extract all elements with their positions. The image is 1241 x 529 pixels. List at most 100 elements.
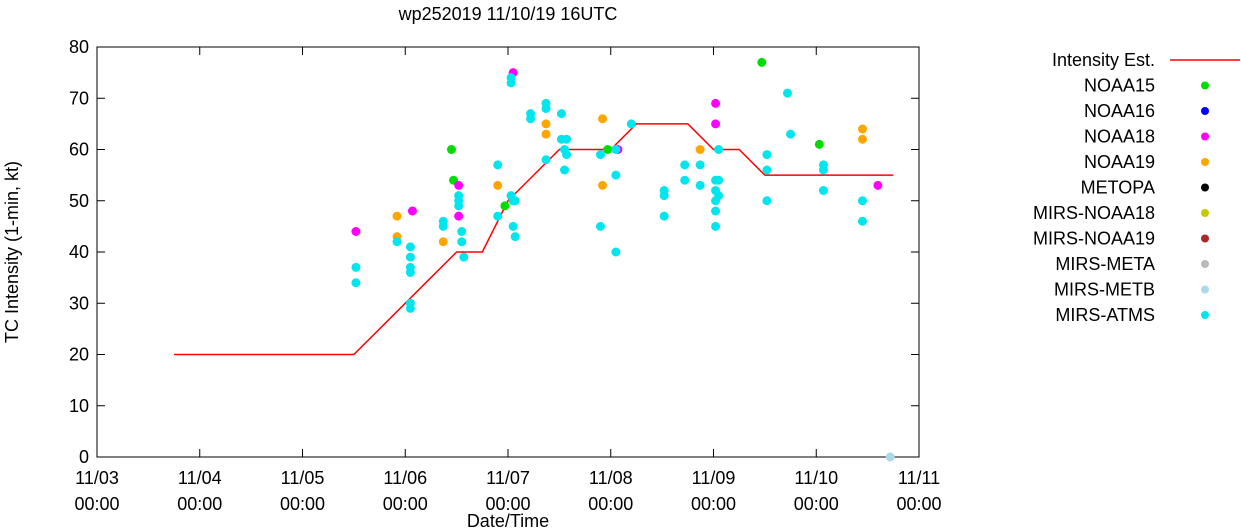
- x-tick-time-label: 00:00: [280, 494, 325, 514]
- legend: Intensity Est. NOAA15 NOAA16 NOAA18 NOAA19 ME…: [1033, 50, 1240, 325]
- x-tick-time-label: 00:00: [177, 494, 222, 514]
- data-point-mirs-atms: [611, 247, 621, 257]
- x-axis-label: Date/Time: [467, 511, 549, 529]
- data-point-mirs-atms: [351, 278, 361, 288]
- data-point-noaa19: [493, 180, 503, 190]
- data-point-mirs-atms: [506, 78, 516, 88]
- legend-label-mirs-atms: MIRS-ATMS: [1055, 305, 1155, 325]
- data-point-noaa18: [407, 206, 417, 216]
- data-point-mirs-atms: [457, 237, 467, 247]
- legend-label-metopa: METOPA: [1081, 178, 1155, 198]
- data-point-mirs-atms: [562, 150, 572, 160]
- legend-label-noaa15: NOAA15: [1084, 76, 1155, 96]
- data-point-noaa19: [598, 180, 608, 190]
- data-point-mirs-atms: [695, 180, 705, 190]
- y-tick-label: 50: [69, 191, 89, 211]
- x-tick-time-label: 00:00: [794, 494, 839, 514]
- data-point-mirs-atms: [454, 201, 464, 211]
- data-point-mirs-atms: [405, 252, 415, 262]
- data-point-noaa19: [598, 114, 608, 124]
- plot-area: [96, 46, 920, 458]
- legend-swatch-noaa19: [1201, 158, 1209, 166]
- data-point-mirs-atms: [392, 237, 402, 247]
- data-point-noaa15: [446, 145, 456, 154]
- x-tick-time-label: 00:00: [383, 494, 428, 514]
- legend-label-mirs-meta: MIRS-META: [1055, 254, 1155, 274]
- x-tick-time-label: 00:00: [74, 494, 119, 514]
- data-point-mirs-atms: [541, 104, 551, 113]
- data-point-mirs-atms: [405, 268, 415, 277]
- plot-border: [96, 46, 920, 458]
- data-point-noaa18: [454, 211, 464, 221]
- x-tick-date-label: 11/07: [486, 468, 530, 488]
- data-point-mirs-atms: [762, 150, 772, 160]
- y-tick-label: 70: [69, 88, 89, 108]
- data-point-noaa15: [500, 201, 510, 211]
- data-point-mirs-atms: [508, 221, 518, 231]
- legend-swatch-mirs-noaa18: [1201, 209, 1209, 217]
- data-point-mirs-atms: [493, 160, 503, 170]
- legend-swatch-noaa16: [1201, 107, 1209, 115]
- data-point-mirs-atms: [786, 129, 796, 139]
- legend-label-mirs-metb: MIRS-METB: [1054, 280, 1155, 300]
- y-tick-label: 20: [69, 345, 89, 365]
- legend-swatch-noaa18: [1201, 132, 1209, 141]
- data-point-mirs-atms: [762, 196, 772, 206]
- data-point-mirs-atms: [595, 150, 605, 160]
- data-point-noaa15: [603, 145, 613, 154]
- data-point-mirs-atms: [611, 170, 621, 180]
- data-point-mirs-atms: [659, 191, 669, 201]
- data-point-mirs-atms: [405, 242, 415, 252]
- data-point-mirs-atms: [556, 109, 566, 119]
- y-axis-label: TC Intensity (1-min, kt): [2, 161, 22, 343]
- legend-swatch-mirs-meta: [1201, 260, 1209, 268]
- data-point-mirs-atms: [562, 134, 572, 144]
- y-tick-label: 30: [69, 293, 89, 313]
- x-tick-time-label: 00:00: [485, 494, 530, 514]
- data-point-mirs-atms: [714, 191, 724, 201]
- data-point-mirs-atms: [857, 196, 867, 206]
- x-tick-date-label: 11/04: [178, 468, 222, 488]
- data-point-noaa19: [695, 145, 705, 154]
- data-point-mirs-atms: [611, 145, 621, 154]
- y-tick-label: 40: [69, 242, 89, 262]
- y-tick-label: 60: [69, 140, 89, 160]
- x-tick-date-label: 11/10: [794, 468, 838, 488]
- data-point-mirs-atms: [526, 114, 536, 124]
- data-point-mirs-atms: [510, 232, 520, 242]
- x-tick-date-label: 11/08: [589, 468, 633, 488]
- data-point-mirs-atms: [695, 160, 705, 170]
- data-point-mirs-atms: [595, 221, 605, 231]
- data-point-noaa19: [541, 129, 551, 139]
- data-point-mirs-atms: [857, 216, 867, 226]
- legend-swatch-mirs-noaa19: [1201, 234, 1209, 243]
- legend-label-noaa19: NOAA19: [1084, 152, 1155, 172]
- y-tick-label: 80: [69, 37, 89, 57]
- data-point-noaa19: [438, 237, 448, 247]
- legend-label-noaa16: NOAA16: [1084, 101, 1155, 121]
- data-point-mirs-atms: [457, 227, 467, 236]
- x-tick-date-label: 11/11: [898, 468, 940, 488]
- y-tick-label: 10: [69, 396, 89, 416]
- legend-label-mirs-noaa19: MIRS-NOAA19: [1033, 229, 1155, 249]
- x-tick-time-label: 00:00: [588, 494, 633, 514]
- data-point-mirs-atms: [438, 221, 448, 231]
- data-point-mirs-atms: [818, 186, 828, 195]
- data-point-noaa18: [711, 98, 721, 108]
- data-point-noaa19: [392, 211, 402, 221]
- legend-swatch-noaa15: [1201, 81, 1209, 90]
- legend-swatch-mirs-metb: [1201, 285, 1209, 294]
- x-tick-date-label: 11/03: [75, 468, 119, 488]
- data-point-mirs-atms: [510, 196, 520, 206]
- x-tick-time-label: 00:00: [896, 494, 941, 514]
- data-point-noaa18: [873, 180, 883, 190]
- legend-label-noaa18: NOAA18: [1084, 127, 1155, 147]
- data-point-noaa19: [857, 124, 867, 134]
- x-axis: 11/03 00:00 11/04 00:00 11/05 00:00 11/06 00:00…: [74, 47, 942, 514]
- legend-label-mirs-noaa18: MIRS-NOAA18: [1033, 203, 1155, 223]
- series-layer: [174, 57, 895, 462]
- legend-swatch-mirs-atms: [1201, 311, 1209, 319]
- data-point-noaa18: [454, 180, 464, 190]
- data-point-noaa18: [351, 227, 361, 236]
